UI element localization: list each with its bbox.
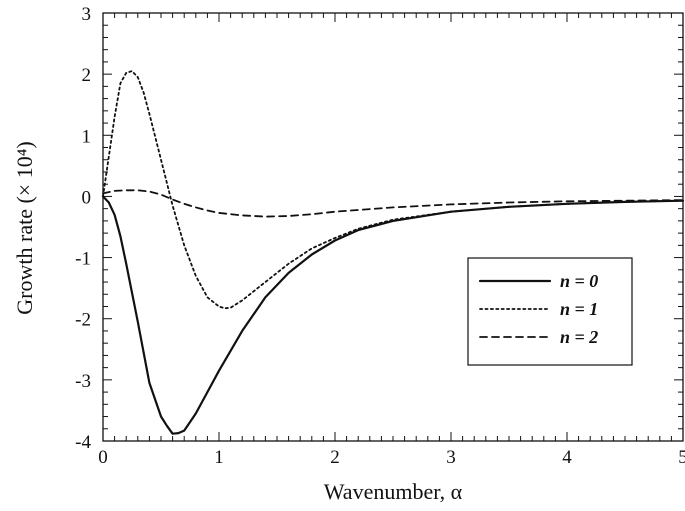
series-line-n2 — [102, 189, 684, 218]
x-tick-label: 2 — [330, 447, 340, 468]
y-tick-label: 2 — [82, 65, 92, 86]
y-tick-label: 0 — [82, 187, 92, 208]
legend-label: n = 0 — [560, 271, 598, 291]
legend-label: n = 1 — [560, 299, 598, 319]
legend: n = 0 n = 1 n = 2 — [467, 257, 633, 366]
y-tick-label: -1 — [75, 249, 91, 270]
x-tick-label: 3 — [446, 447, 456, 468]
tick-labels: 0 1 2 3 4 5 -4 -3 -2 -1 0 1 2 3 — [75, 4, 685, 468]
y-tick-label: -3 — [75, 371, 91, 392]
legend-label: n = 2 — [560, 327, 598, 347]
y-axis-title: Growth rate (× 10⁴) — [12, 141, 37, 314]
x-tick-label: 5 — [678, 447, 685, 468]
y-tick-label: -2 — [75, 310, 91, 331]
x-tick-label: 1 — [214, 447, 224, 468]
series-line-n1 — [102, 70, 684, 310]
plot-border — [102, 12, 684, 442]
y-tick-label: 3 — [82, 4, 92, 25]
legend-box — [467, 257, 633, 366]
x-tick-label: 0 — [98, 447, 108, 468]
y-tick-label: 1 — [82, 126, 92, 147]
y-tick-label: -4 — [75, 432, 91, 453]
series-line-n0 — [101, 195, 685, 435]
plot-frame — [102, 12, 684, 442]
x-axis-title: Wavenumber, α — [324, 479, 463, 504]
x-tick-label: 4 — [562, 447, 572, 468]
axis-ticks — [102, 12, 684, 442]
series-lines — [101, 70, 685, 435]
